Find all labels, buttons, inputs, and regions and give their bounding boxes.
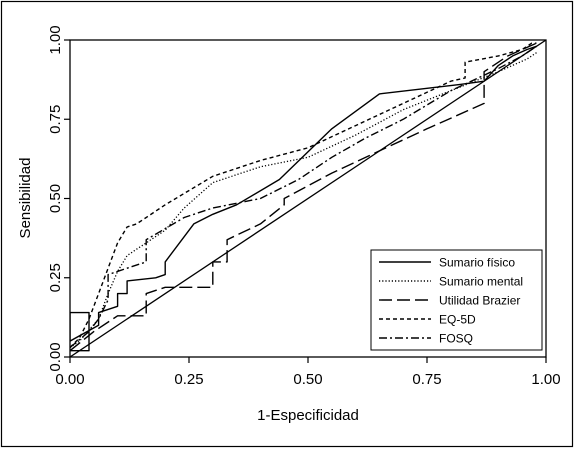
x-tick-label: 0.25 xyxy=(174,371,203,388)
y-tick-label: 1.00 xyxy=(47,25,64,54)
y-tick-label: 0.25 xyxy=(47,263,64,292)
y-tick-label: 0.00 xyxy=(47,342,64,371)
y-tick-label: 0.75 xyxy=(47,105,64,134)
legend-label-1: Sumario físico xyxy=(439,256,515,270)
x-tick-label: 0.75 xyxy=(412,371,441,388)
legend-label-4: EQ-5D xyxy=(439,313,476,327)
series-line-3 xyxy=(70,42,537,352)
reference-diagonal-line xyxy=(70,40,546,357)
x-tick-label: 0.50 xyxy=(293,371,322,388)
x-tick-label: 0.00 xyxy=(55,371,84,388)
plot-area xyxy=(70,40,546,357)
series-line-1 xyxy=(70,45,537,352)
series-line-5 xyxy=(70,45,537,349)
series-line-4 xyxy=(70,42,537,348)
axes: 0.00 0.25 0.50 0.75 1.00 0.00 0.25 0.50 0.75 1.00 xyxy=(47,25,561,388)
x-tick-label: 1.00 xyxy=(531,371,560,388)
legend-label-3: Utilidad Brazier xyxy=(439,294,520,308)
legend: Sumario físico Sumario mental Utilidad Bra… xyxy=(370,249,543,351)
legend-label-5: FOSQ xyxy=(439,332,473,346)
x-axis-label: 1-Especificidad xyxy=(257,407,359,424)
legend-label-2: Sumario mental xyxy=(439,275,523,289)
y-tick-label: 0.50 xyxy=(47,184,64,213)
y-axis-label: Sensibilidad xyxy=(17,158,34,239)
